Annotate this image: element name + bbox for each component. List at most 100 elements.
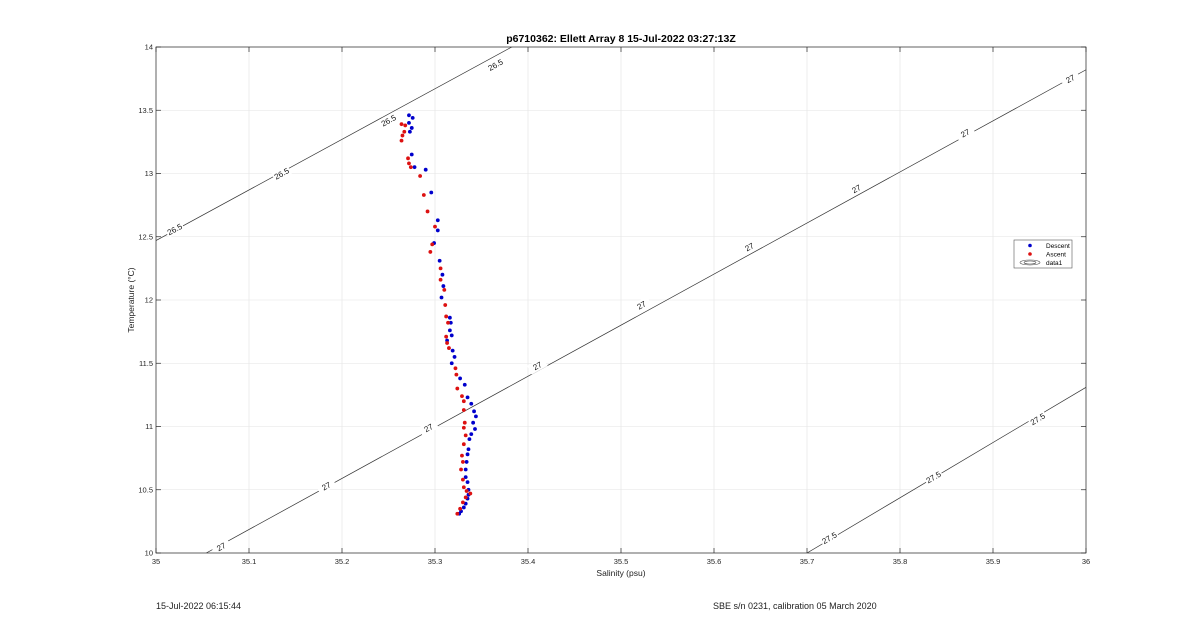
legend: Descent Ascent data1	[1013, 239, 1073, 269]
descent-point	[467, 437, 472, 442]
descent-point	[473, 427, 477, 431]
ascent-point	[458, 506, 463, 511]
x-tick-label: 35.5	[614, 557, 629, 566]
contour-label-bg	[845, 179, 867, 198]
legend-contour-icon-inner	[1023, 260, 1037, 265]
contour-label-bg	[739, 238, 760, 256]
x-tick-label: 36	[1082, 557, 1090, 566]
x-tick-label: 35.9	[986, 557, 1001, 566]
ascent-point	[403, 123, 408, 128]
ascent-point	[461, 485, 466, 490]
ascent-point	[444, 314, 449, 319]
contour-label-bg	[164, 220, 185, 238]
x-tick-label: 35.2	[335, 557, 350, 566]
legend-label-data1: data1	[1046, 260, 1063, 267]
ascent-point	[442, 287, 447, 292]
descent-point	[435, 228, 440, 233]
x-tick-label: 35.4	[521, 557, 536, 566]
ascent-point	[461, 477, 465, 482]
ascent-point	[421, 193, 426, 197]
legend-label-descent: Descent	[1046, 243, 1070, 250]
descent-point	[465, 480, 470, 485]
contour-label-bg	[527, 357, 548, 375]
descent-point	[465, 395, 470, 400]
ascent-point	[445, 341, 449, 345]
y-tick-label: 13.5	[138, 106, 153, 115]
descent-point	[449, 333, 454, 338]
ascent-point	[468, 491, 473, 496]
ascent-point	[462, 420, 467, 425]
descent-point	[458, 376, 463, 381]
density-contours: 26.526.526.526.527272727272727272727.527…	[156, 47, 1086, 553]
y-tick-label: 12	[145, 296, 153, 305]
ascent-point	[461, 408, 466, 412]
descent-point	[463, 475, 468, 479]
descent-point	[472, 409, 476, 414]
contour-line-26-5	[156, 47, 513, 241]
contour-label-bg	[1027, 410, 1048, 428]
contour-label-bg	[210, 537, 232, 553]
descent-point	[463, 467, 468, 472]
ascent-point	[408, 165, 413, 170]
y-axis-label: Temperature (°C)	[126, 267, 136, 332]
contour-label-bg	[418, 419, 439, 437]
y-tick-label: 11.5	[139, 359, 153, 368]
descent-point	[409, 152, 414, 157]
ascent-point	[438, 266, 443, 271]
ascent-point	[454, 372, 459, 377]
legend-label-ascent: Ascent	[1046, 252, 1066, 259]
x-tick-label: 35.1	[242, 557, 257, 566]
ascent-point	[399, 138, 404, 143]
descent-point	[407, 113, 411, 118]
descent-point	[450, 348, 455, 353]
legend-marker-descent	[1028, 243, 1032, 248]
y-tick-label: 11	[145, 422, 153, 431]
descent-point	[410, 115, 415, 120]
ascent-point	[418, 174, 423, 178]
ascent-point	[430, 242, 435, 247]
ascent-point	[461, 460, 465, 464]
axes: 35 35.1 35.2 35.3 35.4 35.5 35.6 35.7 35.8 35.9 36…	[138, 43, 1090, 567]
ascent-point	[402, 129, 407, 134]
legend-box	[1013, 239, 1073, 269]
y-tick-label: 10.5	[138, 485, 153, 494]
x-tick-label: 35.3	[428, 557, 443, 566]
contour-label-bg	[819, 528, 840, 547]
descent-point	[461, 505, 466, 510]
ascent-point	[400, 133, 405, 138]
descent-point	[435, 218, 440, 223]
ascent-point	[461, 399, 466, 404]
footer-date: 15-Jul-2022 06:15:44	[156, 601, 242, 611]
descent-point	[429, 190, 434, 195]
ascent-point	[463, 433, 468, 438]
descent-point	[412, 165, 417, 170]
ascent-point	[463, 495, 468, 500]
ascent-point	[407, 161, 411, 166]
y-tick-label: 10	[145, 549, 153, 558]
descent-point	[466, 447, 471, 452]
x-tick-label: 35	[152, 557, 160, 566]
ascent-point	[406, 156, 410, 161]
ascent-point	[460, 453, 464, 458]
descent-point	[440, 272, 445, 277]
descent-point	[441, 284, 446, 288]
descent-point	[474, 414, 478, 419]
ascent-point	[433, 224, 437, 229]
ascent-point	[443, 303, 448, 307]
descent-point	[437, 258, 442, 263]
ascent-point	[444, 334, 449, 339]
ascent-point	[455, 386, 460, 391]
ascent-point	[461, 500, 465, 505]
x-axis-label: Salinity (psu)	[596, 568, 645, 578]
y-tick-label: 12.5	[138, 232, 153, 241]
contour-label-bg	[631, 296, 652, 314]
contour-label-bg	[315, 477, 337, 495]
contour-label-bg	[378, 111, 399, 130]
x-tick-label: 35.6	[707, 557, 722, 566]
descent-point	[464, 460, 469, 464]
ascent-point	[455, 511, 460, 516]
x-tick-label: 35.8	[893, 557, 908, 566]
descent-point	[439, 295, 444, 300]
legend-marker-ascent	[1028, 252, 1032, 256]
